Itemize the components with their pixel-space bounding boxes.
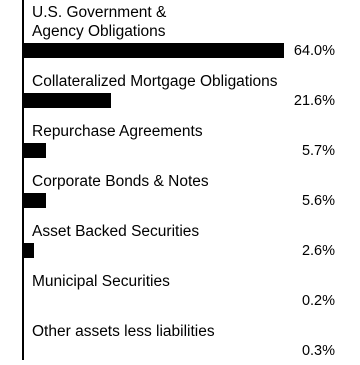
value-label: 5.7% xyxy=(301,143,335,159)
category-label: U.S. Government & Agency Obligations xyxy=(32,4,167,40)
bar xyxy=(23,143,47,158)
bar xyxy=(23,293,24,308)
category-label: Repurchase Agreements xyxy=(32,123,203,140)
value-label: 2.6% xyxy=(301,243,335,259)
axis-line xyxy=(22,0,24,360)
bar xyxy=(23,93,112,108)
bar xyxy=(23,43,284,58)
bar xyxy=(23,193,46,208)
category-label: Corporate Bonds & Notes xyxy=(32,173,209,190)
category-label: Municipal Securities xyxy=(32,273,170,290)
value-label: 64.0% xyxy=(293,43,335,59)
category-label: Other assets less liabilities xyxy=(32,323,215,340)
value-label: 0.2% xyxy=(301,293,335,309)
value-label: 0.3% xyxy=(301,343,335,359)
bar xyxy=(23,343,25,358)
category-label: Collateralized Mortgage Obligations xyxy=(32,73,278,90)
value-label: 5.6% xyxy=(301,193,335,209)
category-label: Asset Backed Securities xyxy=(32,223,200,240)
bar xyxy=(23,243,34,258)
value-label: 21.6% xyxy=(293,93,335,109)
